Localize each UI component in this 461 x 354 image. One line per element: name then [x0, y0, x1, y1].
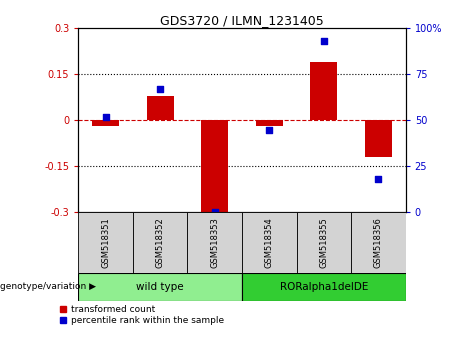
Bar [242, 273, 406, 301]
Bar [310, 62, 337, 120]
Bar [92, 120, 119, 126]
Text: RORalpha1delDE: RORalpha1delDE [280, 282, 368, 292]
Point [211, 210, 219, 215]
Text: GSM518351: GSM518351 [101, 217, 110, 268]
Point [320, 38, 327, 44]
Bar [78, 273, 242, 301]
Bar [365, 120, 392, 157]
Text: genotype/variation ▶: genotype/variation ▶ [0, 282, 96, 291]
Bar [147, 96, 174, 120]
Text: GSM518355: GSM518355 [319, 217, 328, 268]
Legend: transformed count, percentile rank within the sample: transformed count, percentile rank withi… [60, 306, 224, 325]
Text: wild type: wild type [136, 282, 184, 292]
Text: GSM518353: GSM518353 [210, 217, 219, 268]
Bar [351, 212, 406, 273]
Point [102, 114, 109, 120]
Text: GSM518354: GSM518354 [265, 217, 274, 268]
Bar [256, 120, 283, 126]
Point [157, 86, 164, 92]
Point [266, 127, 273, 132]
Bar [188, 212, 242, 273]
Text: GSM518356: GSM518356 [374, 217, 383, 268]
Bar [78, 212, 133, 273]
Bar [201, 120, 228, 212]
Point [375, 176, 382, 182]
Title: GDS3720 / ILMN_1231405: GDS3720 / ILMN_1231405 [160, 14, 324, 27]
Bar [242, 212, 296, 273]
Bar [296, 212, 351, 273]
Bar [133, 212, 188, 273]
Text: GSM518352: GSM518352 [156, 217, 165, 268]
